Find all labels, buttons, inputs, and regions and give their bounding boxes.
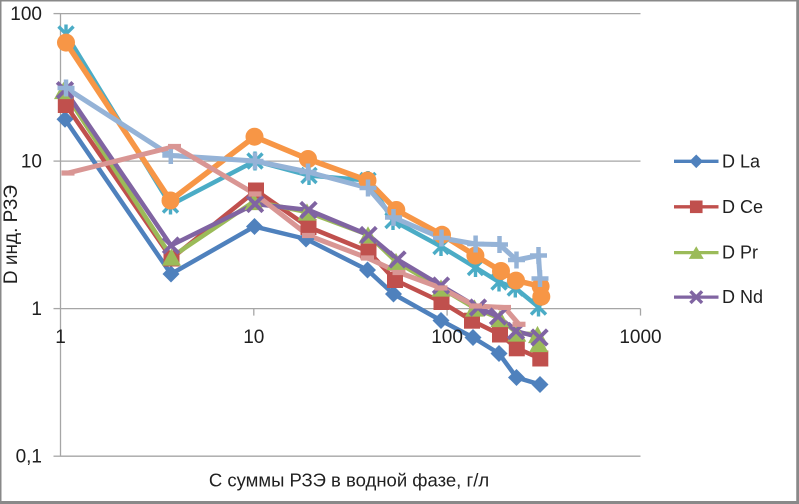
svg-text:D La: D La: [722, 151, 761, 171]
svg-text:10: 10: [21, 152, 42, 173]
svg-text:1000: 1000: [619, 327, 661, 348]
svg-text:100: 100: [431, 327, 463, 348]
svg-text:D Ce: D Ce: [722, 197, 763, 217]
svg-text:1: 1: [55, 327, 66, 348]
svg-text:С суммы РЗЭ в водной фазе, г/л: С суммы РЗЭ в водной фазе, г/л: [209, 470, 489, 491]
svg-text:0,1: 0,1: [16, 447, 42, 468]
svg-text:100: 100: [10, 4, 42, 25]
svg-text:1: 1: [31, 299, 42, 320]
svg-text:D инд. РЗЭ: D инд. РЗЭ: [1, 185, 22, 284]
svg-text:10: 10: [243, 327, 264, 348]
svg-text:D Nd: D Nd: [722, 287, 763, 307]
svg-text:D Pr: D Pr: [722, 243, 758, 263]
